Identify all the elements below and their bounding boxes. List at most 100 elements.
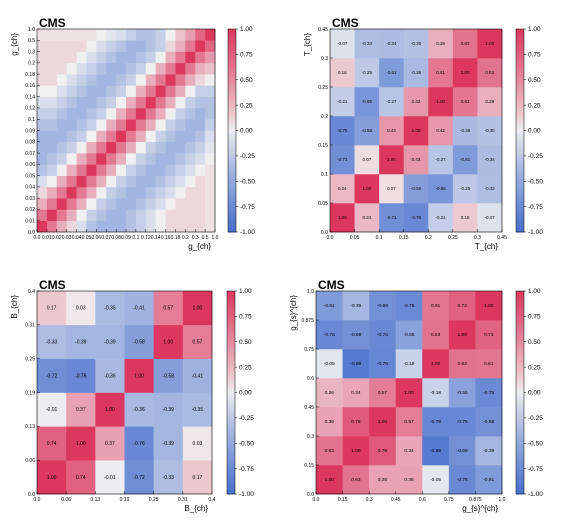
x-tick-label: 0.3 <box>474 235 481 241</box>
heatmap-cell <box>76 74 87 86</box>
cell-value-label: -0.01 <box>46 407 58 413</box>
cell-value-label: -0.30 <box>411 41 422 46</box>
heatmap-cell <box>145 164 156 176</box>
heatmap-cell <box>428 203 454 233</box>
colorbar-segment <box>228 52 236 57</box>
cell-value-label: -0.34 <box>485 157 496 162</box>
heatmap-cell <box>135 74 147 86</box>
cell-value-label: -0.39 <box>104 340 116 346</box>
heatmap-cell <box>145 62 156 75</box>
heatmap-cell <box>46 62 58 75</box>
colorbar-tick-label: -0.50 <box>528 178 543 185</box>
heatmap-cell <box>116 141 127 154</box>
heatmap-cell <box>165 51 176 64</box>
heatmap-cell <box>96 130 107 143</box>
cell-value-label: -0.36 <box>411 70 422 75</box>
heatmap-cell <box>195 141 206 154</box>
colorbar-segment <box>227 419 235 424</box>
colorbar-segment <box>516 100 524 104</box>
cell-value-label: -0.05 <box>324 361 335 367</box>
y-tick-label: 0.875 <box>301 318 314 324</box>
heatmap-cell <box>165 85 176 97</box>
heatmap-cell <box>56 29 67 41</box>
heatmap-cell <box>145 29 156 41</box>
heatmap-cell <box>342 436 370 466</box>
heatmap-cell <box>316 436 343 466</box>
colorbar-segment <box>516 171 524 175</box>
colorbar-segment <box>516 311 524 316</box>
colorbar-segment <box>516 402 524 407</box>
cell-value-label: 0.36 <box>378 477 388 483</box>
colorbar-segment <box>516 324 524 329</box>
colorbar-segment <box>228 35 236 40</box>
cell-value-label: -0.61 <box>324 303 335 309</box>
heatmap-cell <box>56 175 67 188</box>
heatmap-cell <box>155 153 166 165</box>
y-tick-label: 0.3 <box>321 56 328 62</box>
heatmap-cell <box>46 164 58 176</box>
heatmap-cell <box>155 130 166 143</box>
cell-value-label: 0.57 <box>193 340 203 346</box>
heatmap-cell <box>182 358 213 393</box>
heatmap-cell <box>330 145 355 175</box>
colorbar-segment <box>227 294 235 299</box>
heatmap-cell <box>145 107 156 120</box>
heatmap-cell <box>195 96 206 109</box>
heatmap-cell <box>175 119 186 131</box>
heatmap-cell <box>66 40 77 52</box>
colorbar-segment <box>228 188 236 192</box>
colorbar-segment <box>228 147 236 152</box>
cell-value-label: -0.76 <box>411 215 422 220</box>
heatmap-cell <box>96 175 107 188</box>
heatmap-cell <box>155 51 166 64</box>
colorbar-segment <box>516 460 524 464</box>
colorbar-segment <box>516 463 524 468</box>
colorbar-segment <box>227 355 235 360</box>
heatmap-cell <box>379 116 405 146</box>
heatmap-cell <box>106 198 117 210</box>
heatmap-cell <box>205 186 216 199</box>
heatmap-cell <box>165 96 176 109</box>
heatmap-cell <box>175 209 186 222</box>
colorbar-segment <box>516 137 524 142</box>
heatmap-cell <box>182 460 213 495</box>
cell-value-label: -0.55 <box>403 332 414 338</box>
heatmap-cell <box>95 358 125 393</box>
heatmap-cell <box>135 175 147 188</box>
cell-value-label: 0.78 <box>351 419 361 425</box>
colorbar-tick-label: 0.50 <box>528 339 541 346</box>
cell-value-label: 0.74 <box>47 441 57 447</box>
colorbar-tick-label: 1.00 <box>240 26 253 33</box>
colorbar-segment <box>228 110 236 114</box>
colorbar-segment <box>227 362 235 366</box>
colorbar-segment <box>516 164 524 169</box>
heatmap-cell <box>95 426 125 461</box>
cell-value-label: -0.55 <box>457 390 468 396</box>
cell-value-label: 0.29 <box>436 41 445 46</box>
colorbar-segment <box>228 113 236 118</box>
colorbar-segment <box>516 35 524 40</box>
heatmap-cell <box>96 51 107 64</box>
heatmap-cell <box>66 62 77 75</box>
colorbar-segment <box>516 345 524 349</box>
heatmap-cell <box>369 436 397 466</box>
y-tick-label: 0.02 <box>25 207 35 213</box>
heatmap-cell <box>37 324 67 359</box>
heatmap-cell <box>37 119 48 131</box>
chart-title: CMS <box>332 16 359 30</box>
colorbar-tick-label: -1.00 <box>240 229 255 236</box>
heatmap-cell <box>76 164 87 176</box>
x-tick-label: 0.08 <box>111 235 121 241</box>
colorbar-segment <box>516 375 524 380</box>
colorbar-tick-label: 0.50 <box>240 77 253 84</box>
x-tick-label: 0.07 <box>101 235 111 241</box>
cell-value-label: 0.78 <box>378 448 388 454</box>
x-axis-label: B_{ch} <box>184 504 208 513</box>
heatmap-cell <box>37 40 48 52</box>
colorbar-segment <box>227 321 235 326</box>
heatmap-cell <box>66 175 77 188</box>
colorbar-segment <box>228 56 236 60</box>
colorbar-segment <box>516 86 524 91</box>
heatmap-cell <box>316 291 343 321</box>
cell-value-label: -0.25 <box>362 70 373 75</box>
